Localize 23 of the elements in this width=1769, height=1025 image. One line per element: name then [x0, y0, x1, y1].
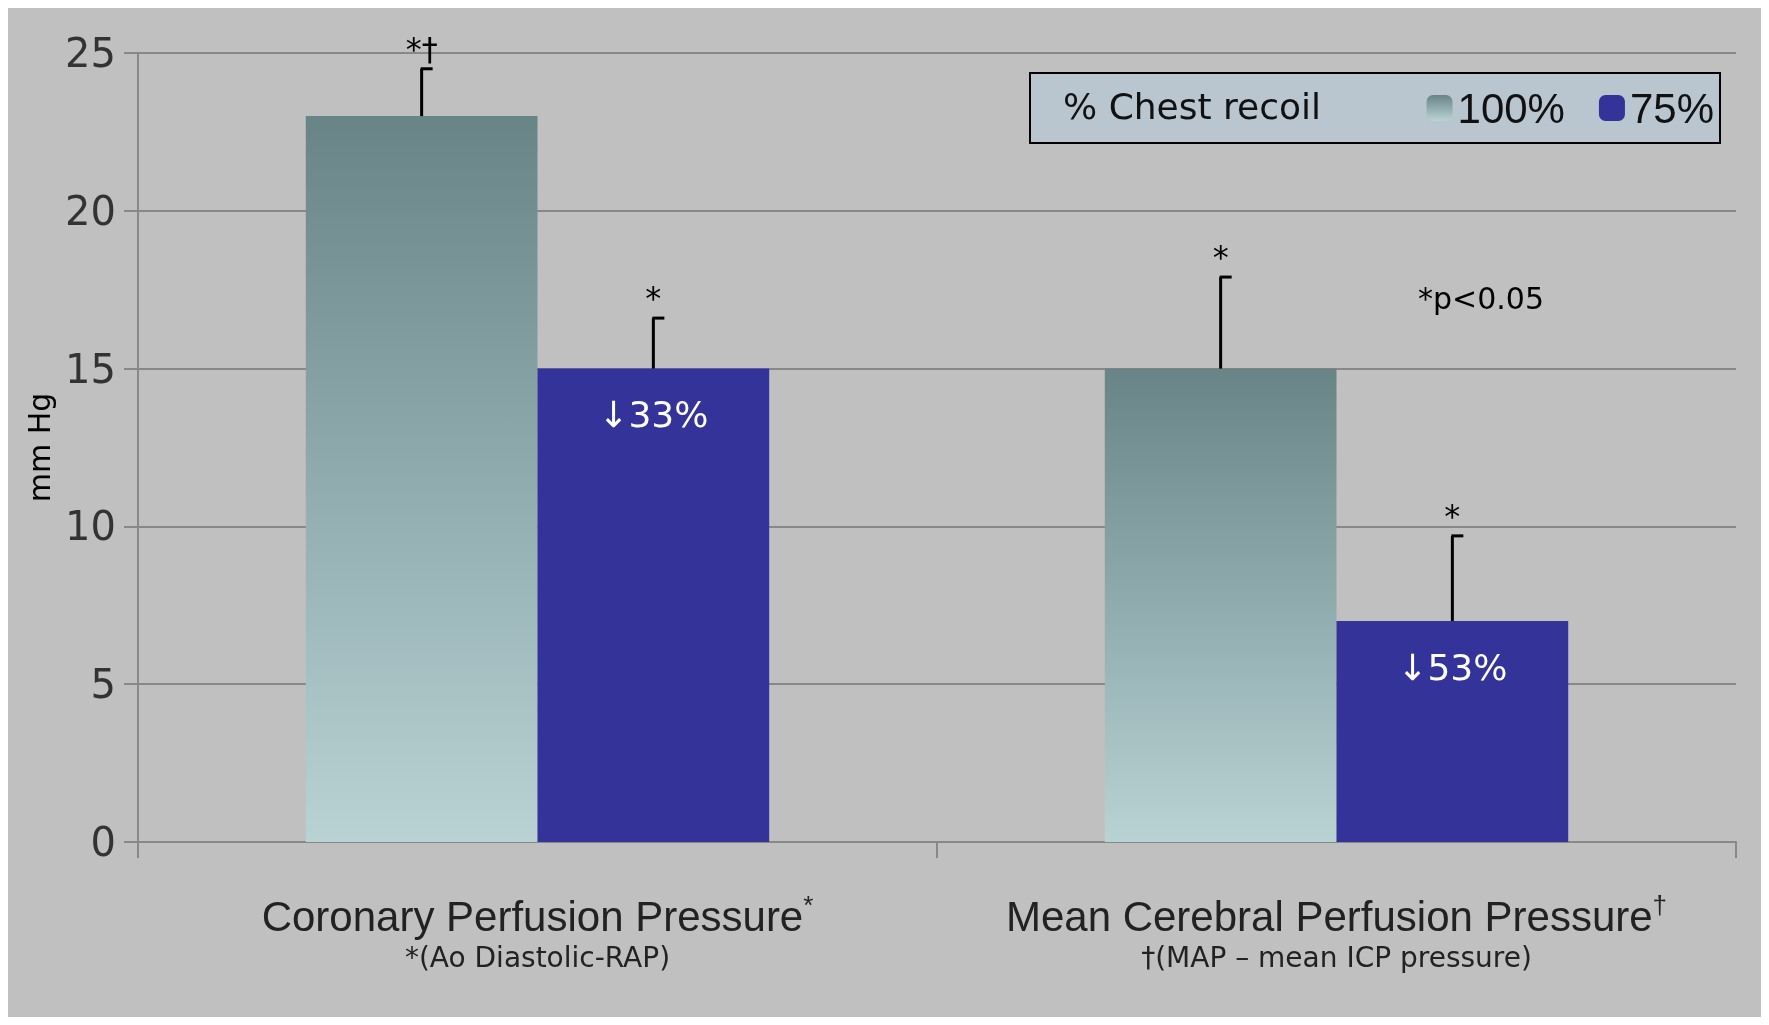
bar	[1336, 621, 1569, 842]
annotation: *†	[405, 29, 438, 68]
y-tick-label: 5	[90, 661, 116, 708]
category-label: Mean Cerebral Perfusion Pressure† †(MAP – mean ICP pressure)	[1005, 890, 1668, 974]
annotation: *	[1212, 238, 1229, 277]
annotation: ↓53%	[1397, 646, 1508, 688]
annotation: *	[1444, 496, 1461, 535]
legend-label: 100%	[1457, 84, 1565, 132]
y-axis-title: mm Hg	[21, 392, 57, 503]
y-tick-label: 25	[65, 30, 116, 76]
annotation: *	[645, 279, 662, 318]
legend-title: % Chest recoil	[1063, 85, 1322, 127]
bar	[1104, 368, 1337, 842]
y-tick-label: 15	[65, 345, 116, 392]
legend-label: 75%	[1629, 84, 1714, 132]
category-label: Coronary Perfusion Pressure* *(Ao Diastolic-RAP)	[261, 890, 814, 974]
annotation: *p<0.05	[1418, 280, 1544, 316]
y-tick-label: 10	[65, 503, 116, 550]
y-tick-label: 0	[90, 819, 116, 865]
y-tick-label: 20	[65, 187, 116, 234]
bar	[305, 116, 538, 842]
annotation: ↓33%	[598, 394, 709, 436]
bar	[537, 368, 770, 842]
